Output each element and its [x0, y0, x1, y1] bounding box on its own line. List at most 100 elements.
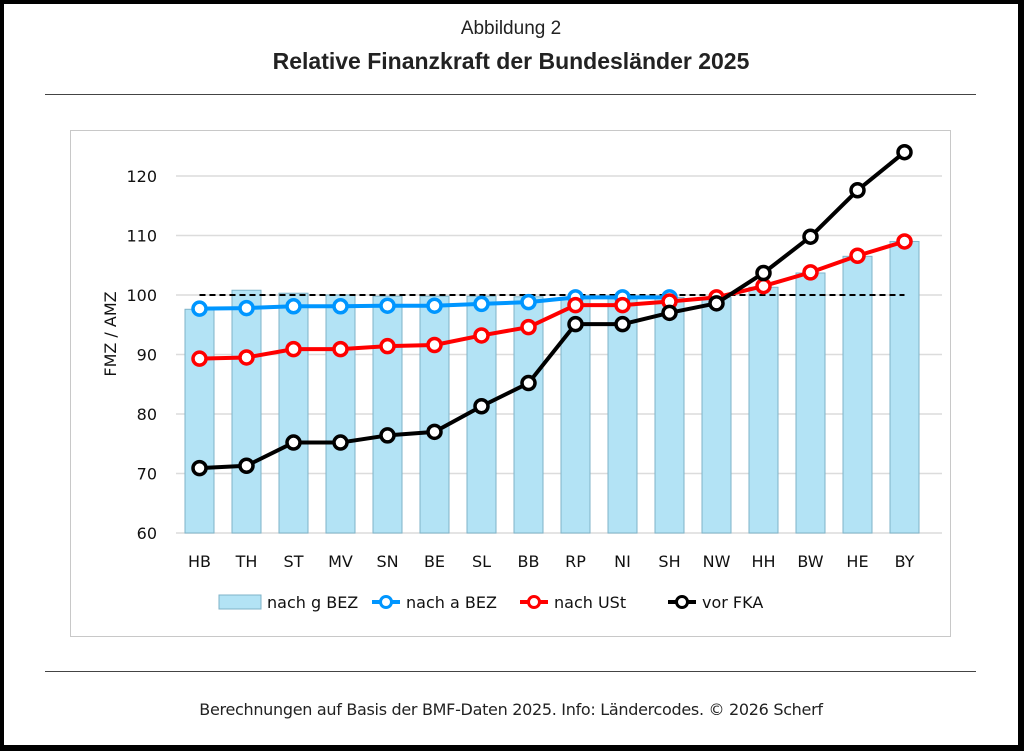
x-tick-label: HB	[188, 552, 211, 571]
bar-nw	[701, 296, 732, 534]
point-vor-fka-sh	[661, 304, 678, 322]
point-vor-fka-be	[426, 423, 443, 441]
point-nach-ust-hb	[191, 350, 208, 367]
point-vor-fka-sl	[473, 398, 490, 415]
y-tick-label: 70	[137, 465, 157, 484]
legend-label: nach a BEZ	[406, 593, 497, 612]
point-nach-ust-rp	[567, 296, 584, 314]
bar-th	[231, 289, 262, 534]
x-tick-label: NW	[703, 552, 731, 571]
point-vor-fka-bw	[802, 228, 819, 245]
bar-mv	[325, 294, 356, 534]
point-vor-fka-st	[285, 434, 302, 451]
legend-item-nach-ust: nach USt	[520, 593, 626, 612]
point-vor-fka-ni	[614, 315, 631, 333]
bar-st	[278, 292, 309, 534]
legend-label: nach USt	[554, 593, 626, 612]
y-tick-label: 80	[137, 405, 157, 424]
point-nach-ust-by	[896, 233, 913, 250]
point-nach-ust-st	[285, 340, 302, 358]
point-nach-ust-hh	[755, 277, 772, 295]
point-nach-a-bez-sl	[473, 295, 490, 313]
legend-label: vor FKA	[702, 593, 763, 612]
point-nach-ust-mv	[332, 340, 349, 358]
legend: nach g BEZ nach a BEZ nach USt vor FKA	[218, 593, 763, 612]
x-tick-label: HH	[751, 552, 775, 571]
y-axis-label: FMZ / AMZ	[101, 291, 120, 376]
bar-he	[842, 255, 873, 534]
line-vor-fka	[199, 150, 906, 471]
y-axis-ticks: 60 70 80 90 100 110 120	[126, 167, 157, 543]
bar-bb	[513, 296, 544, 534]
point-vor-fka-nw	[708, 295, 725, 312]
y-tick-label: 90	[137, 346, 157, 365]
x-tick-label: ST	[284, 552, 304, 571]
point-nach-a-bez-st	[285, 298, 302, 315]
series-vor-fka	[191, 143, 913, 477]
x-tick-label: RP	[565, 552, 586, 571]
x-tick-label: SN	[376, 552, 398, 571]
legend-item-nach-a-bez: nach a BEZ	[372, 593, 497, 612]
point-nach-a-bez-be	[426, 297, 443, 314]
bar-sh	[654, 296, 685, 534]
x-axis-ticks: HB TH ST MV SN BE SL BB RP NI SH NW HH BW HE BY	[188, 552, 915, 571]
legend-swatch-marker	[527, 595, 541, 609]
x-tick-label: SH	[658, 552, 680, 571]
bar-rp	[560, 296, 591, 534]
x-tick-label: BY	[895, 552, 915, 571]
point-vor-fka-mv	[332, 434, 349, 451]
bar-bw	[795, 272, 826, 534]
point-vor-fka-by	[896, 143, 913, 161]
bar-by	[889, 240, 920, 534]
point-vor-fka-rp	[567, 315, 584, 333]
point-nach-ust-sl	[473, 327, 490, 344]
y-tick-label: 110	[126, 227, 157, 246]
legend-item-nach-g-bez: nach g BEZ	[218, 593, 358, 612]
bar-hh	[748, 286, 779, 534]
point-nach-a-bez-hb	[191, 300, 208, 317]
point-nach-ust-sn	[379, 337, 396, 355]
figure-title: Relative Finanzkraft der Bundesländer 20…	[272, 48, 750, 74]
y-tick-label: 60	[137, 524, 157, 543]
footer-note: Berechnungen auf Basis der BMF-Daten 202…	[199, 700, 823, 719]
legend-label: nach g BEZ	[267, 593, 358, 612]
x-tick-label: NI	[614, 552, 631, 571]
point-vor-fka-sn	[379, 427, 396, 444]
point-vor-fka-bb	[520, 374, 537, 392]
point-nach-ust-ni	[614, 296, 631, 314]
point-vor-fka-hh	[755, 264, 772, 282]
bar-sn	[372, 295, 403, 534]
point-nach-a-bez-mv	[332, 298, 349, 315]
x-tick-label: BB	[518, 552, 540, 571]
point-nach-ust-bb	[520, 318, 537, 336]
bottom-divider	[45, 671, 976, 672]
point-nach-ust-he	[849, 247, 866, 264]
bar-hb	[184, 308, 215, 534]
series-nach-a-bez	[191, 289, 678, 317]
point-nach-a-bez-th	[238, 299, 255, 317]
top-divider	[45, 94, 976, 95]
point-nach-a-bez-sn	[379, 297, 396, 314]
point-vor-fka-he	[849, 182, 866, 199]
bar-series	[184, 240, 920, 534]
line-nach-ust	[199, 239, 906, 361]
point-nach-ust-bw	[802, 264, 819, 281]
point-nach-a-bez-bb	[520, 293, 537, 311]
point-vor-fka-hb	[191, 459, 208, 477]
point-nach-ust-be	[426, 336, 443, 354]
series-nach-ust	[191, 233, 913, 367]
legend-swatch-marker	[379, 595, 393, 609]
x-tick-label: HE	[846, 552, 868, 571]
x-tick-label: SL	[472, 552, 491, 571]
legend-item-vor-fka: vor FKA	[668, 593, 763, 612]
y-tick-label: 100	[126, 286, 157, 305]
legend-swatch-marker	[675, 595, 689, 609]
x-tick-label: MV	[328, 552, 353, 571]
legend-swatch-bar	[218, 594, 262, 610]
x-tick-label: BE	[424, 552, 445, 571]
figure-label: Abbildung 2	[460, 18, 562, 39]
bar-be	[419, 295, 450, 534]
line-series	[191, 143, 913, 477]
x-tick-label: TH	[235, 552, 258, 571]
